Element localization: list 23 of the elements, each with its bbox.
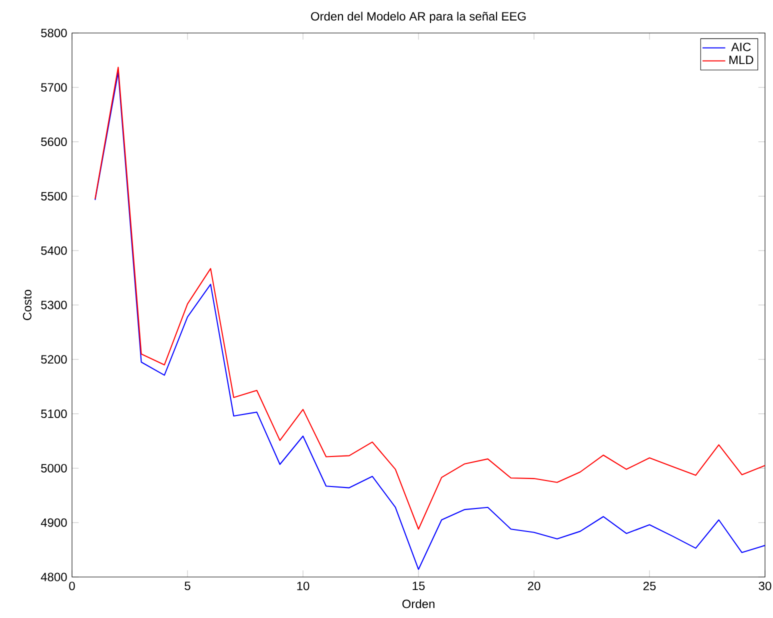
y-tick-label: 5100 [41, 410, 67, 418]
x-tick-label: 5 [184, 582, 190, 590]
x-axis-title: Orden [402, 599, 434, 608]
y-tick-label: 5400 [41, 246, 67, 255]
y-tick-label: 5700 [41, 83, 67, 92]
x-tick-label: 10 [297, 582, 310, 590]
x-tick-label: 30 [758, 582, 772, 590]
y-tick-label: 5600 [41, 138, 67, 146]
x-tick-label: 0 [69, 582, 75, 590]
y-axis-title: Costo [22, 290, 32, 320]
y-tick-label: 4800 [40, 572, 67, 582]
y-tick-label: 5500 [41, 192, 67, 200]
x-tick-label: 25 [643, 582, 656, 590]
x-tick-label: 15 [412, 582, 425, 590]
legend-label: MLD [729, 56, 754, 64]
y-tick-label: 5300 [41, 300, 67, 310]
chart-title: Orden del Modelo AR para la señal EEG [311, 12, 526, 23]
y-tick-label: 5800 [41, 28, 67, 38]
y-tick-label: 4900 [40, 518, 67, 527]
legend-label: AIC [731, 42, 751, 52]
x-tick-label: 20 [528, 582, 540, 590]
y-tick-label: 5200 [41, 355, 67, 364]
y-tick-label: 5000 [41, 464, 67, 472]
